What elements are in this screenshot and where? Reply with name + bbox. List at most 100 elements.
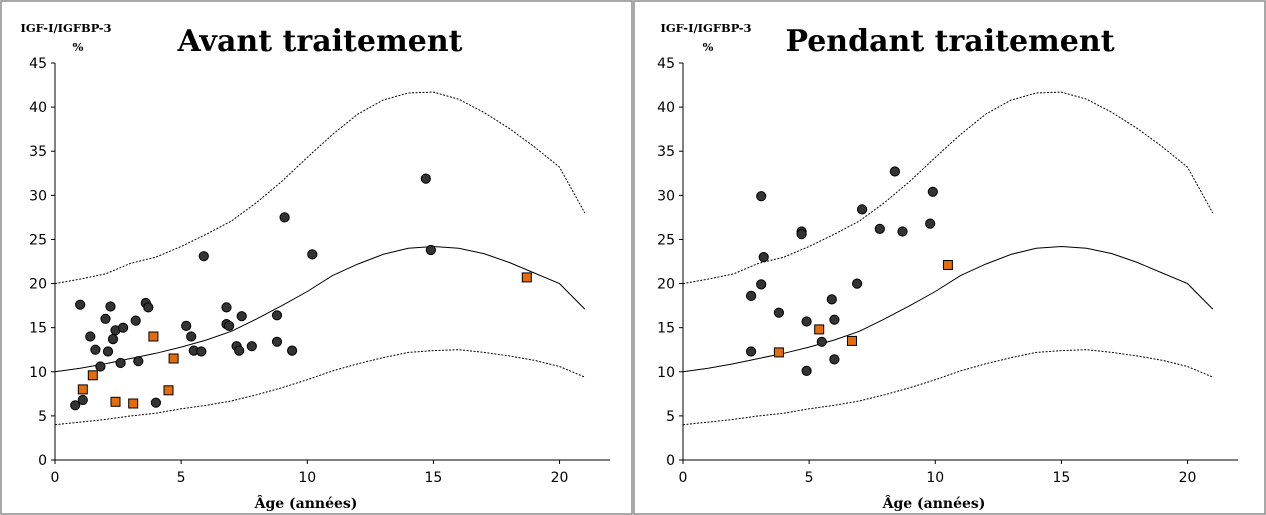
data-point-circle — [224, 320, 235, 331]
chart-title: Avant traitement — [177, 24, 463, 59]
x-axis-label: Âge (années) — [254, 494, 358, 512]
data-point-circle — [271, 310, 283, 321]
x-tick-label: 10 — [298, 470, 316, 486]
data-point-square — [110, 396, 121, 407]
data-point-circle — [271, 336, 283, 347]
plot-area: 0 5 10 15 20 25 30 35 40 45 0 5 10 15 20 — [29, 56, 610, 486]
x-tick-label: 15 — [1052, 470, 1070, 486]
y-tick-label: 20 — [29, 277, 47, 293]
data-point-circle — [100, 313, 111, 324]
y-tick-label: 0 — [38, 453, 47, 469]
data-point-circle — [130, 315, 141, 326]
data-point-circle — [279, 212, 290, 223]
data-point-circle — [826, 294, 837, 305]
data-point-circle — [70, 400, 81, 411]
data-point-circle — [236, 311, 247, 322]
x-tick-label: 15 — [424, 470, 442, 486]
panel-frame — [633, 0, 1266, 515]
data-point-square — [814, 324, 825, 335]
data-point-circle — [118, 322, 129, 333]
x-tick-label: 20 — [551, 470, 569, 486]
y-tick-label: 40 — [29, 100, 47, 116]
data-point-circle — [186, 331, 197, 342]
x-tick-label: 5 — [177, 470, 186, 486]
data-point-square — [773, 347, 784, 358]
panel-pendant-traitement: Pendant traitement IGF-I/IGFBP-3 % Âge (… — [633, 0, 1266, 515]
y-tick-label: 0 — [666, 453, 675, 469]
data-point-circle — [287, 345, 298, 356]
data-point-circle — [115, 357, 126, 369]
data-point-square — [77, 384, 88, 395]
y-tick-label: 15 — [29, 321, 47, 337]
y-tick-label: 15 — [657, 321, 675, 337]
data-point-circle — [198, 251, 209, 262]
reference-curve-upper — [54, 91, 586, 285]
chart-title: Pendant traitement — [785, 24, 1114, 59]
y-axis-label-line-1: IGF-I/IGFBP-3 — [20, 21, 111, 35]
x-axis-label: Âge (années) — [882, 494, 986, 512]
data-point-circle — [801, 316, 812, 327]
data-point-square — [87, 370, 98, 381]
data-point-circle — [107, 334, 119, 345]
data-point-circle — [246, 341, 257, 352]
y-axis-label-line-2: % — [703, 40, 714, 54]
data-point-circle — [425, 244, 436, 256]
data-point-circle — [75, 299, 86, 310]
data-point-circle — [143, 302, 154, 313]
data-point-circle — [925, 218, 936, 229]
data-point-square — [163, 385, 174, 396]
y-axis-label-line-2: % — [73, 40, 84, 54]
data-point-circle — [221, 302, 232, 313]
data-point-square — [168, 353, 179, 364]
y-tick-label: 30 — [657, 188, 675, 204]
data-point-circle — [95, 361, 106, 372]
data-point-circle — [796, 229, 807, 240]
reference-curve-upper — [682, 91, 1214, 285]
data-point-square — [942, 260, 953, 270]
data-point-circle — [90, 344, 101, 355]
data-point-square — [148, 331, 159, 342]
data-point-circle — [773, 307, 785, 318]
data-point-circle — [307, 249, 318, 260]
data-point-circle — [196, 346, 207, 357]
data-point-circle — [181, 320, 192, 331]
y-tick-label: 25 — [657, 232, 675, 248]
data-point-circle — [927, 186, 938, 197]
y-tick-label: 10 — [29, 365, 47, 381]
panel-frame — [0, 0, 633, 515]
data-point-circle — [77, 394, 88, 406]
data-point-circle — [897, 226, 908, 237]
data-point-circle — [874, 223, 885, 234]
y-tick-label: 5 — [666, 409, 675, 425]
data-point-circle — [756, 191, 767, 202]
data-point-circle — [758, 252, 769, 263]
reference-curve-median — [682, 245, 1214, 373]
x-tick-label: 10 — [926, 470, 944, 486]
data-point-circle — [829, 314, 840, 325]
data-point-circle — [756, 279, 767, 290]
data-point-circle — [85, 331, 96, 342]
data-point-circle — [816, 336, 827, 347]
y-tick-label: 20 — [657, 277, 675, 293]
y-tick-label: 35 — [657, 144, 675, 160]
data-point-circle — [746, 346, 757, 357]
y-tick-label: 5 — [38, 409, 47, 425]
reference-curve-median — [54, 245, 586, 373]
x-tick-label: 5 — [805, 470, 814, 486]
data-point-square — [521, 272, 532, 283]
reference-curve-lower — [682, 349, 1213, 426]
y-tick-label: 45 — [657, 56, 675, 72]
data-point-circle — [420, 173, 431, 184]
data-point-square — [847, 335, 857, 346]
y-tick-label: 40 — [657, 100, 675, 116]
y-tick-label: 45 — [29, 56, 47, 72]
reference-curve-lower — [54, 349, 585, 426]
x-tick-label: 0 — [679, 470, 688, 486]
y-tick-label: 25 — [29, 232, 47, 248]
data-point-circle — [852, 278, 863, 289]
data-point-square — [128, 398, 139, 409]
plot-area: 0 5 10 15 20 25 30 35 40 45 0 5 10 15 20 — [657, 56, 1238, 486]
data-point-circle — [889, 166, 901, 177]
data-point-circle — [150, 397, 161, 408]
